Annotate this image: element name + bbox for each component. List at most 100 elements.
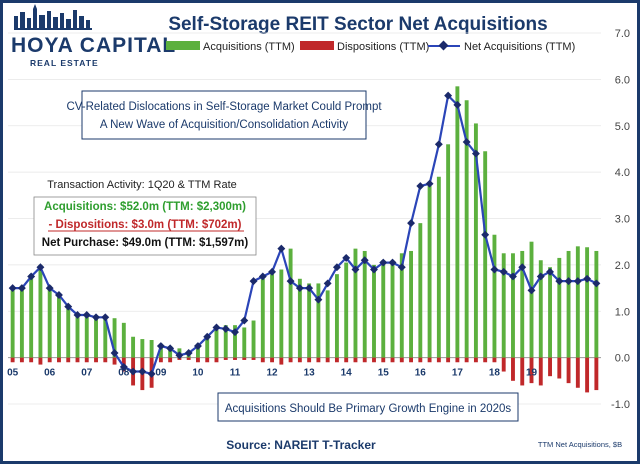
- legend-swatch-acquisitions: [166, 41, 200, 50]
- acquisition-bar: [409, 250, 414, 358]
- net-marker: [314, 295, 323, 304]
- net-marker: [166, 344, 175, 353]
- disposition-bar: [399, 357, 404, 363]
- net-marker: [101, 313, 110, 322]
- net-marker: [305, 284, 314, 293]
- disposition-bar: [344, 357, 349, 363]
- disposition-bar: [242, 357, 247, 360]
- y-tick-label: 7.0: [615, 28, 630, 40]
- acquisition-bar: [390, 262, 395, 358]
- skyline-icon: [14, 4, 92, 30]
- acquisition-bar: [251, 320, 256, 358]
- acquisition-bar: [149, 340, 154, 358]
- logo: HOYA CAPITAL REAL ESTATE: [11, 4, 175, 68]
- disposition-bar: [223, 357, 228, 360]
- disposition-bar: [279, 357, 284, 365]
- acquisition-bar: [325, 290, 330, 358]
- acquisition-bar: [29, 274, 34, 358]
- x-tick-label: 18: [489, 368, 501, 379]
- disposition-bar: [168, 357, 173, 363]
- acquisition-bar: [483, 151, 488, 358]
- top-annotation-border: [81, 90, 367, 140]
- disposition-bar: [195, 357, 200, 363]
- acquisition-bar: [131, 336, 136, 358]
- net-marker: [332, 263, 341, 272]
- disposition-bar: [483, 357, 488, 363]
- activity-acquisitions: Acquisitions: $52.0m (TTM: $2,300m): [44, 201, 246, 213]
- disposition-bar: [464, 357, 469, 363]
- bars: [10, 86, 599, 393]
- net-marker: [277, 244, 286, 253]
- acquisition-bar: [344, 262, 349, 358]
- net-marker: [249, 277, 258, 286]
- net-marker: [221, 324, 230, 333]
- acquisition-bar: [492, 234, 497, 358]
- acquisition-bar: [288, 248, 293, 358]
- disposition-bar: [316, 357, 321, 363]
- activity-net: Net Purchase: $49.0m (TTM: $1,597m): [42, 237, 249, 249]
- acquisition-bar: [372, 264, 376, 358]
- axis-footnote: TTM Net Acquisitions, $B: [538, 440, 622, 449]
- acquisition-bar: [233, 325, 237, 358]
- net-markers: [8, 91, 601, 378]
- disposition-bar: [214, 357, 219, 363]
- disposition-bar: [353, 357, 358, 363]
- disposition-bar: [270, 357, 275, 363]
- y-tick-label: 3.0: [615, 214, 630, 226]
- acquisition-bar: [270, 274, 275, 358]
- disposition-bar: [585, 357, 590, 393]
- net-marker: [462, 138, 471, 146]
- acquisition-bar: [353, 248, 358, 358]
- net-marker: [351, 265, 360, 274]
- disposition-bar: [233, 357, 237, 360]
- acquisition-bar: [464, 100, 469, 358]
- net-marker: [564, 277, 573, 286]
- legend-marker-net: [438, 40, 449, 51]
- x-tick-label: 11: [230, 368, 241, 379]
- net-marker: [407, 219, 416, 228]
- x-tick-label: 16: [415, 368, 427, 379]
- disposition-bar: [492, 357, 497, 363]
- acquisition-bar: [47, 285, 52, 358]
- activity-heading: Transaction Activity: 1Q20 & TTM Rate: [47, 179, 237, 191]
- disposition-bar: [94, 357, 98, 363]
- net-marker: [388, 258, 397, 267]
- x-tick-label: 08: [118, 368, 130, 379]
- acquisition-bar: [297, 278, 302, 358]
- y-tick-label: -1.0: [611, 399, 630, 411]
- disposition-bar: [112, 357, 117, 365]
- legend-label-acquisitions: Acquisitions (TTM): [203, 41, 295, 53]
- acquisition-bar: [511, 253, 515, 358]
- acquisition-bar: [158, 343, 163, 358]
- acquisition-bar: [427, 186, 432, 358]
- disposition-bar: [557, 357, 562, 379]
- disposition-bar: [501, 357, 506, 372]
- disposition-bar: [427, 357, 432, 363]
- disposition-bar: [307, 357, 312, 363]
- y-tick-label: 0.0: [615, 353, 630, 365]
- disposition-bar: [288, 357, 293, 363]
- legend: Acquisitions (TTM) Dispositions (TTM) Ne…: [166, 40, 575, 53]
- top-annotation-line1: CV-Related Dislocations in Self-Storage …: [66, 101, 382, 113]
- x-tick-label: 07: [81, 368, 93, 379]
- disposition-bar: [38, 357, 43, 365]
- disposition-bar: [566, 357, 571, 384]
- disposition-bar: [47, 357, 52, 363]
- acquisition-bar: [381, 260, 386, 358]
- net-marker: [499, 267, 508, 276]
- acquisition-bar: [84, 315, 89, 358]
- y-axis: -1.0 0.0 1.0 2.0 3.0 4.0 5.0 6.0 7.0: [611, 28, 630, 411]
- chart-svg: HOYA CAPITAL REAL ESTATE Self-Storage RE…: [7, 4, 630, 452]
- net-marker: [342, 253, 351, 262]
- acquisition-bar: [195, 343, 200, 358]
- net-marker: [434, 140, 443, 149]
- x-tick-label: 10: [192, 368, 204, 379]
- disposition-bar: [10, 357, 15, 363]
- acquisition-bar: [279, 269, 284, 358]
- acquisition-bar: [121, 322, 126, 358]
- net-marker: [231, 328, 239, 337]
- bottom-annotation-text: Acquisitions Should Be Primary Growth En…: [225, 403, 512, 415]
- acquisition-bar: [585, 247, 590, 358]
- acquisition-bar: [501, 253, 506, 358]
